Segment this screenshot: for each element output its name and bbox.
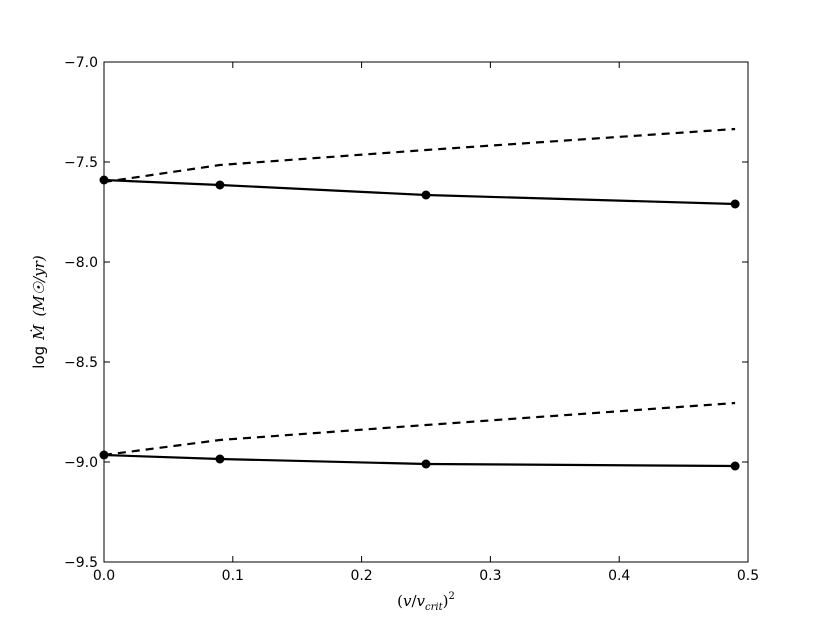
y-label-unit: (M☉/yr) xyxy=(30,255,48,316)
series-layer xyxy=(99,127,740,471)
dashed-series-line-1 xyxy=(103,127,736,184)
ticks-layer: 0.0 0.1 0.2 0.3 0.4 0.5 −7.0 −7.5 −8.0 −8.5 −9.0 −9… xyxy=(64,55,759,584)
x-axis-label: (v/vcrit)2 xyxy=(397,591,455,613)
x-tick-label: 0.4 xyxy=(608,568,630,584)
data-point xyxy=(730,461,740,471)
x-label-slash: / xyxy=(411,592,417,610)
x-tick-label: 0.0 xyxy=(93,568,115,584)
x-label-v: v xyxy=(403,592,412,610)
data-point xyxy=(215,180,225,190)
plot-area xyxy=(104,62,748,562)
plot-frame xyxy=(103,61,749,563)
x-tick-label: 0.1 xyxy=(222,568,244,584)
data-point xyxy=(421,190,431,200)
y-label-mdot: Ṁ xyxy=(30,324,48,341)
solid-series-line-0 xyxy=(103,178,736,206)
y-axis-label: log Ṁ (M☉/yr) xyxy=(30,255,48,369)
x-tick-label: 0.5 xyxy=(737,568,759,584)
x-label-sub: crit xyxy=(425,602,444,613)
data-point xyxy=(215,454,225,464)
y-tick-label: −7.5 xyxy=(64,155,98,171)
x-tick-label: 0.3 xyxy=(479,568,501,584)
y-tick-label: −9.5 xyxy=(64,555,98,571)
y-label-log: log xyxy=(30,346,48,369)
solid-series-line-2 xyxy=(103,453,736,468)
x-label-vcrit: v xyxy=(417,592,426,610)
dashed-series-line-3 xyxy=(103,401,736,457)
y-tick-label: −7.0 xyxy=(64,55,98,71)
x-label-sup: 2 xyxy=(448,591,454,602)
x-label-open: ( xyxy=(397,592,403,610)
y-tick-label: −9.0 xyxy=(64,455,98,471)
data-point xyxy=(421,459,431,469)
data-point xyxy=(730,199,740,209)
y-tick-label: −8.5 xyxy=(64,355,98,371)
x-label-close: ) xyxy=(443,592,449,610)
x-tick-label: 0.2 xyxy=(350,568,372,584)
y-tick-label: −8.0 xyxy=(64,255,98,271)
